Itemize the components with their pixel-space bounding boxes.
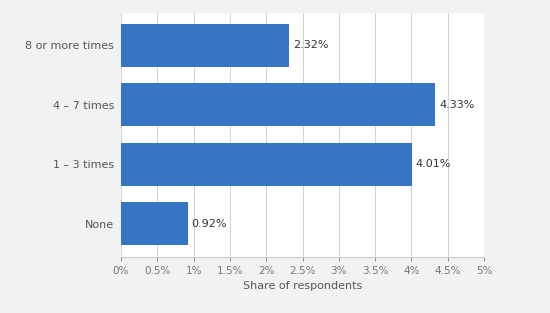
- Bar: [121, 143, 412, 186]
- Text: 4.01%: 4.01%: [416, 159, 451, 169]
- Text: 2.32%: 2.32%: [293, 40, 328, 50]
- Text: 4.33%: 4.33%: [439, 100, 474, 110]
- Text: 0.92%: 0.92%: [191, 219, 227, 229]
- Bar: [121, 83, 436, 126]
- X-axis label: Share of respondents: Share of respondents: [243, 281, 362, 291]
- Bar: [121, 203, 188, 245]
- Bar: [121, 24, 289, 67]
